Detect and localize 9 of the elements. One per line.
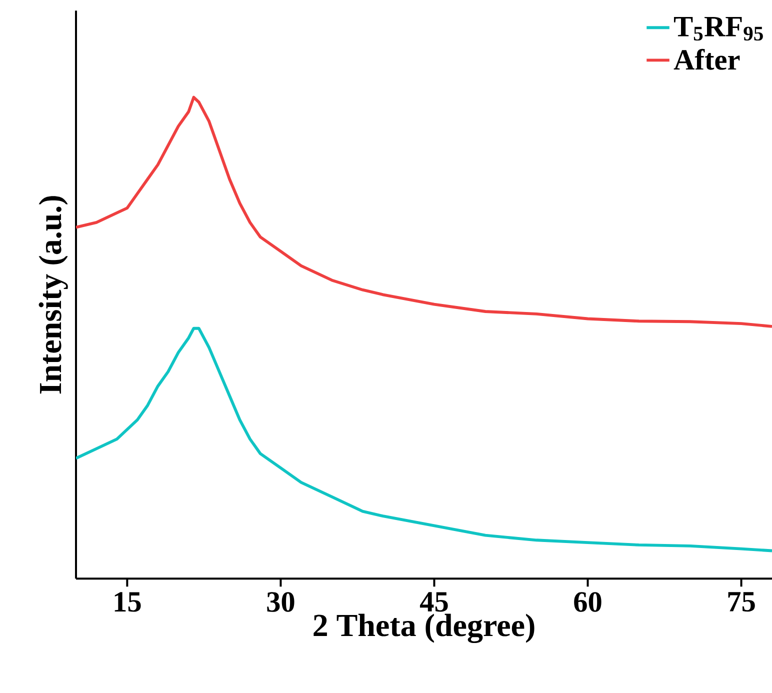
x-tick-label: 30 xyxy=(267,592,294,612)
x-tick-label: 75 xyxy=(728,592,755,612)
y-axis-title: Intensity (a.u.) xyxy=(38,196,68,394)
legend-label: After xyxy=(674,48,740,70)
x-tick-label: 60 xyxy=(574,592,602,612)
x-axis-title: 2 Theta (degree) xyxy=(314,614,534,643)
x-tick-label: 45 xyxy=(420,592,448,612)
x-tick-label: 15 xyxy=(114,592,141,612)
legend-label: T$_{5}$RF$_{95}$ xyxy=(674,16,763,40)
